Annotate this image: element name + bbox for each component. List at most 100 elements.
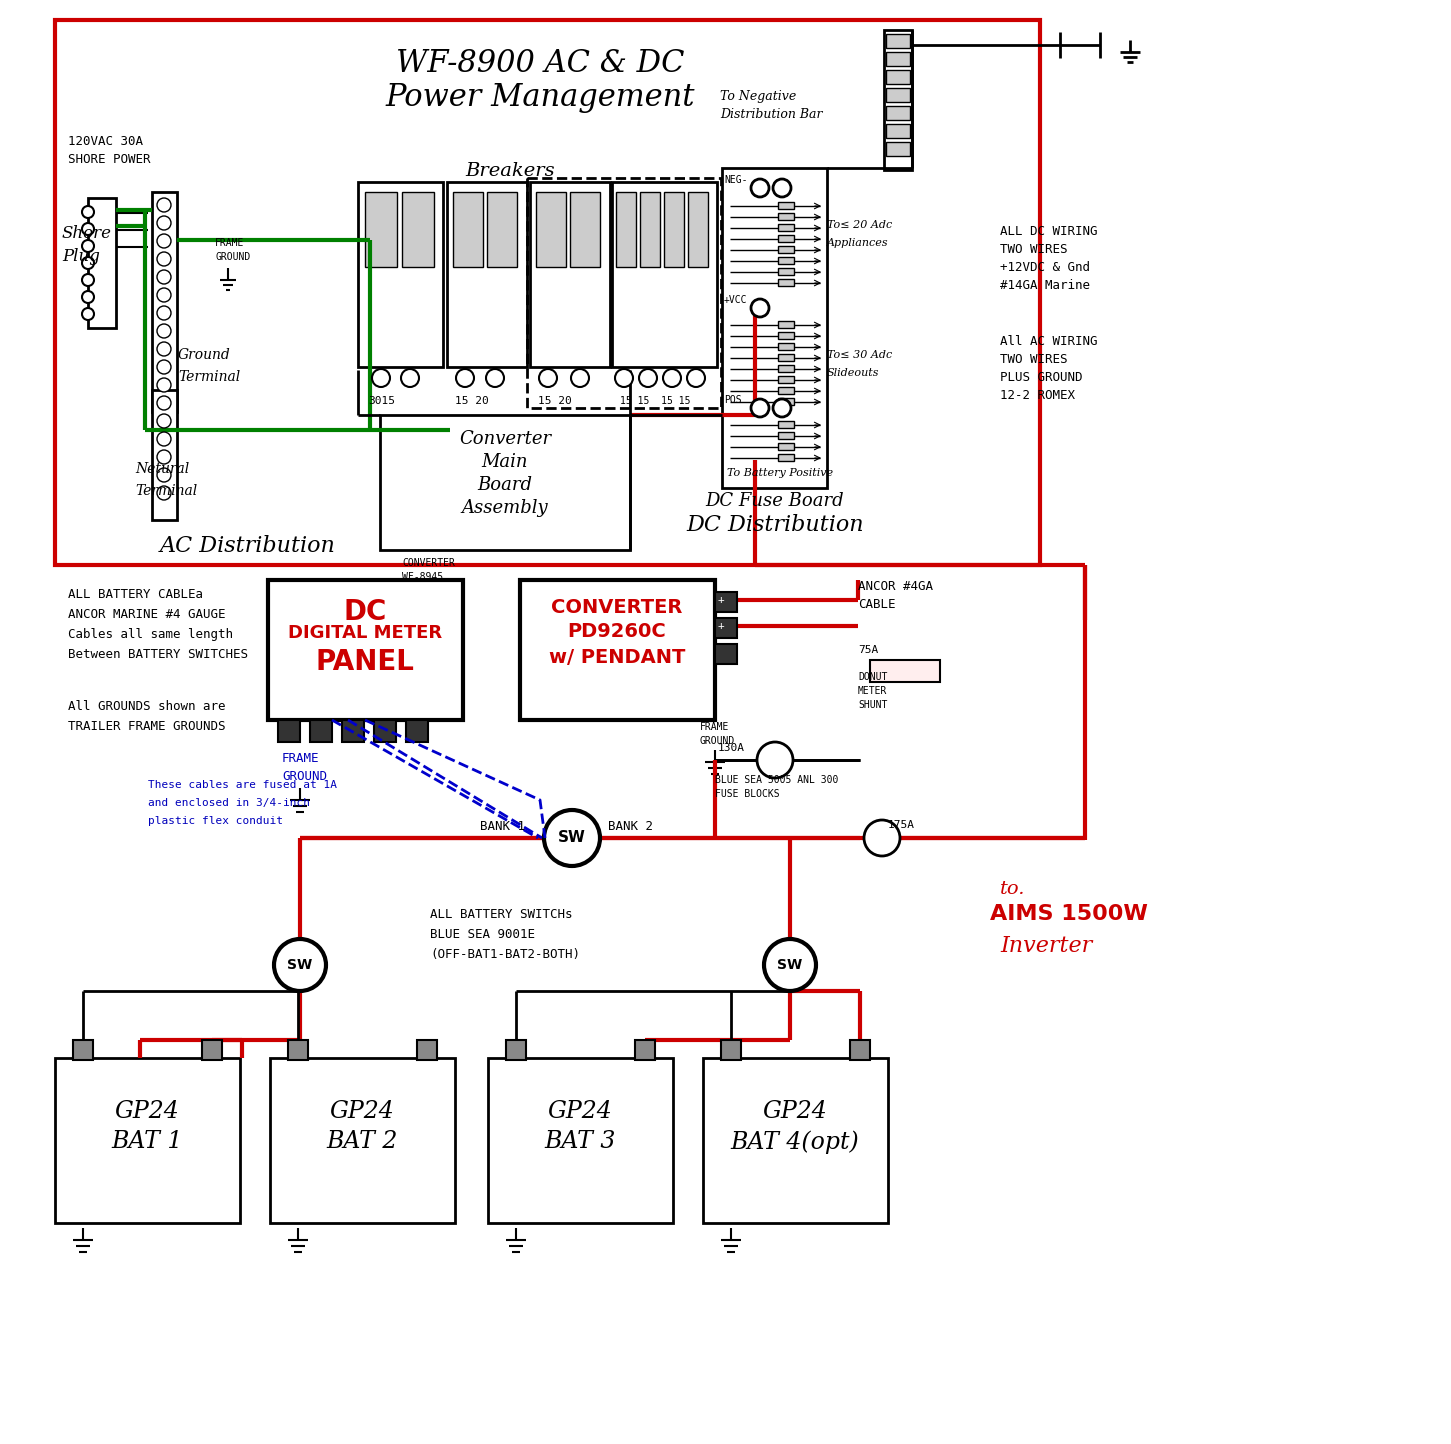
- Text: plastic flex conduit: plastic flex conduit: [148, 816, 283, 826]
- Text: GROUND: GROUND: [699, 736, 736, 747]
- Bar: [778, 453, 794, 461]
- Text: Terminal: Terminal: [135, 484, 197, 498]
- Text: SW: SW: [778, 957, 802, 972]
- Text: WF-8945: WF-8945: [402, 572, 443, 582]
- Text: TWO WIRES: TWO WIRES: [1000, 352, 1068, 365]
- Text: FRAME: FRAME: [215, 238, 244, 248]
- Bar: [380, 414, 630, 550]
- Text: 130A: 130A: [718, 744, 744, 752]
- Circle shape: [773, 399, 791, 417]
- Circle shape: [83, 222, 94, 235]
- Bar: [778, 422, 794, 427]
- Bar: [778, 344, 794, 349]
- Circle shape: [83, 292, 94, 303]
- Circle shape: [157, 396, 171, 410]
- Circle shape: [157, 378, 171, 391]
- Text: All GROUNDS shown are: All GROUNDS shown are: [68, 700, 225, 713]
- Text: Shore: Shore: [62, 225, 112, 243]
- Circle shape: [638, 370, 657, 387]
- Bar: [887, 124, 910, 139]
- Text: ALL DC WIRING: ALL DC WIRING: [1000, 225, 1097, 238]
- Bar: [721, 1040, 741, 1060]
- Text: SW: SW: [559, 830, 586, 846]
- Text: To≤ 30 Adc: To≤ 30 Adc: [827, 349, 892, 360]
- Circle shape: [615, 370, 633, 387]
- Text: Converter: Converter: [459, 430, 551, 448]
- Text: CONVERTER: CONVERTER: [402, 557, 454, 567]
- Bar: [535, 192, 566, 267]
- Text: DC Distribution: DC Distribution: [686, 514, 863, 536]
- Circle shape: [773, 179, 791, 196]
- Text: Inverter: Inverter: [1000, 936, 1093, 957]
- Bar: [778, 235, 794, 243]
- Bar: [416, 1040, 437, 1060]
- Bar: [688, 192, 708, 267]
- Bar: [270, 1058, 456, 1223]
- Bar: [55, 1058, 239, 1223]
- Text: CONVERTER: CONVERTER: [551, 598, 682, 617]
- Circle shape: [157, 342, 171, 357]
- Bar: [358, 182, 443, 367]
- Text: All AC WIRING: All AC WIRING: [1000, 335, 1097, 348]
- Text: #14GA Marine: #14GA Marine: [1000, 279, 1090, 292]
- Text: AIMS 1500W: AIMS 1500W: [990, 904, 1148, 924]
- Text: DC Fuse Board: DC Fuse Board: [705, 492, 844, 510]
- Text: and enclosed in 3/4-inch: and enclosed in 3/4-inch: [148, 799, 311, 809]
- Bar: [715, 644, 737, 664]
- Bar: [55, 20, 1040, 565]
- Bar: [887, 88, 910, 103]
- Bar: [202, 1040, 222, 1060]
- Text: SW: SW: [287, 957, 312, 972]
- Circle shape: [752, 399, 769, 417]
- Text: 12-2 ROMEX: 12-2 ROMEX: [1000, 388, 1075, 401]
- Text: Plug: Plug: [62, 248, 100, 266]
- Text: ANCOR MARINE #4 GAUGE: ANCOR MARINE #4 GAUGE: [68, 608, 225, 621]
- Text: ALL BATTERY SWITCHs: ALL BATTERY SWITCHs: [429, 908, 573, 921]
- Circle shape: [274, 939, 326, 991]
- Bar: [778, 354, 794, 361]
- Bar: [279, 721, 300, 742]
- Circle shape: [456, 370, 474, 387]
- Bar: [850, 1040, 871, 1060]
- Text: Power Management: Power Management: [386, 82, 695, 113]
- Text: +: +: [718, 621, 724, 631]
- Circle shape: [157, 360, 171, 374]
- Circle shape: [765, 939, 815, 991]
- Circle shape: [371, 370, 390, 387]
- Text: +VCC: +VCC: [724, 295, 747, 305]
- Text: SHUNT: SHUNT: [858, 700, 888, 710]
- Bar: [453, 192, 483, 267]
- Text: GP24: GP24: [547, 1100, 612, 1123]
- Text: Terminal: Terminal: [178, 370, 241, 384]
- Circle shape: [538, 370, 557, 387]
- Circle shape: [157, 198, 171, 212]
- Circle shape: [157, 287, 171, 302]
- Bar: [268, 580, 463, 721]
- Circle shape: [157, 414, 171, 427]
- Text: 15 20: 15 20: [456, 396, 489, 406]
- Text: Breakers: Breakers: [466, 162, 554, 180]
- Text: GP24: GP24: [763, 1100, 827, 1123]
- Bar: [778, 224, 794, 231]
- Bar: [311, 721, 332, 742]
- Bar: [778, 257, 794, 264]
- Circle shape: [157, 270, 171, 284]
- Text: METER: METER: [858, 686, 888, 696]
- Circle shape: [663, 370, 681, 387]
- Text: 15 20: 15 20: [538, 396, 572, 406]
- Circle shape: [157, 234, 171, 248]
- Text: w/ PENDANT: w/ PENDANT: [548, 648, 685, 667]
- Circle shape: [83, 308, 94, 321]
- Text: PLUS GROUND: PLUS GROUND: [1000, 371, 1082, 384]
- Bar: [402, 192, 434, 267]
- Bar: [887, 142, 910, 156]
- Text: Slideouts: Slideouts: [827, 368, 879, 378]
- Circle shape: [757, 742, 794, 778]
- Text: 75A: 75A: [858, 645, 878, 656]
- Bar: [778, 332, 794, 339]
- Bar: [152, 390, 177, 520]
- Bar: [884, 30, 913, 170]
- Text: To Battery Positive: To Battery Positive: [727, 468, 833, 478]
- Bar: [778, 375, 794, 383]
- Text: 15 15  15 15: 15 15 15 15: [620, 396, 691, 406]
